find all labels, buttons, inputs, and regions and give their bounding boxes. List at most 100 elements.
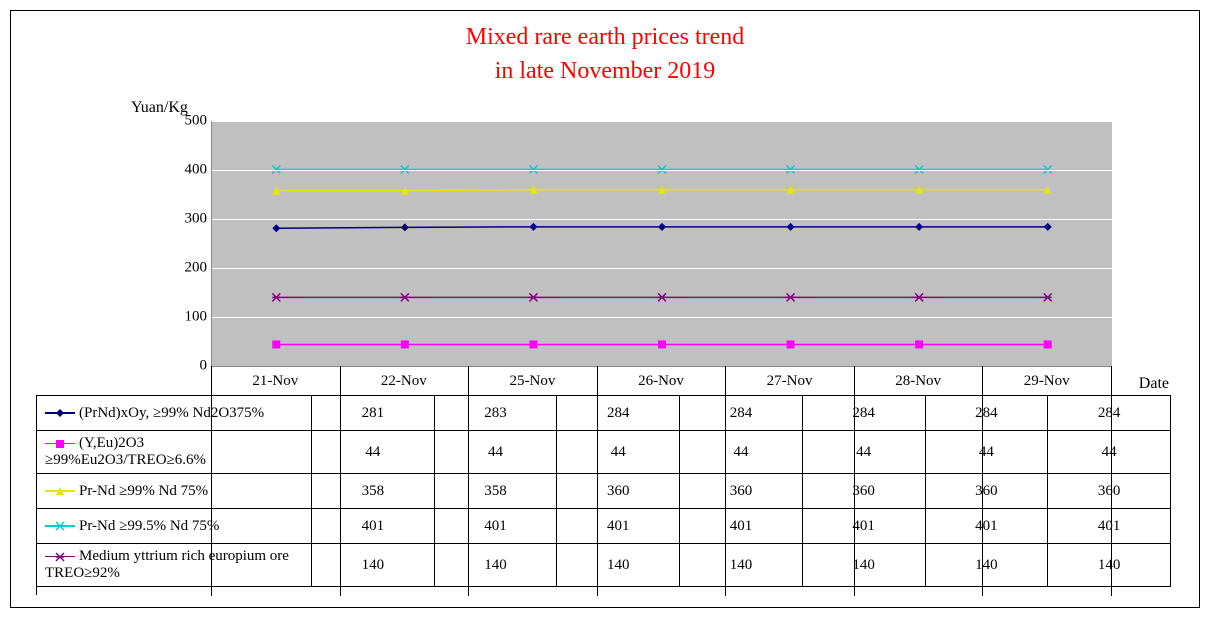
data-cell: 360 bbox=[680, 474, 803, 509]
x-tick-label: 29-Nov bbox=[1024, 373, 1070, 390]
legend-marker-icon bbox=[45, 486, 75, 496]
column-separator bbox=[340, 366, 341, 596]
series-label-cell: (PrNd)xOy, ≥99% Nd2O375% bbox=[37, 396, 312, 431]
column-separator bbox=[211, 366, 212, 596]
series-marker bbox=[915, 340, 923, 348]
y-tick-label: 300 bbox=[167, 211, 207, 228]
data-cell: 360 bbox=[1048, 474, 1171, 509]
data-cell: 140 bbox=[802, 544, 925, 587]
series-label-text: (PrNd)xOy, ≥99% Nd2O375% bbox=[79, 405, 264, 421]
data-cell: 44 bbox=[1048, 431, 1171, 474]
table-row: Pr-Nd ≥99.5% Nd 75%401401401401401401401 bbox=[37, 509, 1171, 544]
legend-marker-icon bbox=[45, 408, 75, 418]
y-tick-label: 500 bbox=[167, 113, 207, 130]
series-marker bbox=[1044, 340, 1052, 348]
table-row: (Y,Eu)2O3 ≥99%Eu2O3/TREO≥6.6%44444444444… bbox=[37, 431, 1171, 474]
data-cell: 44 bbox=[434, 431, 557, 474]
series-marker bbox=[529, 340, 537, 348]
data-cell: 284 bbox=[680, 396, 803, 431]
table-row: Pr-Nd ≥99% Nd 75%358358360360360360360 bbox=[37, 474, 1171, 509]
series-marker bbox=[915, 223, 923, 231]
gridline bbox=[212, 170, 1112, 171]
x-tick-label: 21-Nov bbox=[252, 373, 298, 390]
gridline bbox=[212, 219, 1112, 220]
series-marker bbox=[658, 293, 666, 301]
data-cell: 281 bbox=[312, 396, 435, 431]
data-cell: 140 bbox=[1048, 544, 1171, 587]
column-separator bbox=[468, 366, 469, 596]
column-separator bbox=[1111, 366, 1112, 596]
series-marker bbox=[401, 223, 409, 231]
chart-svg bbox=[212, 121, 1112, 366]
series-label-cell: Medium yttrium rich europium ore TREO≥92… bbox=[37, 544, 312, 587]
series-marker bbox=[1044, 223, 1052, 231]
gridline bbox=[212, 121, 1112, 122]
data-cell: 140 bbox=[557, 544, 680, 587]
y-tick-label: 100 bbox=[167, 309, 207, 326]
table-row: Medium yttrium rich europium ore TREO≥92… bbox=[37, 544, 1171, 587]
data-table: (PrNd)xOy, ≥99% Nd2O375%2812832842842842… bbox=[36, 395, 1171, 587]
data-cell: 401 bbox=[802, 509, 925, 544]
data-cell: 140 bbox=[434, 544, 557, 587]
y-tick-label: 200 bbox=[167, 260, 207, 277]
series-marker bbox=[915, 293, 923, 301]
series-marker bbox=[272, 340, 280, 348]
column-separator bbox=[725, 366, 726, 596]
gridline bbox=[212, 268, 1112, 269]
data-cell: 44 bbox=[557, 431, 680, 474]
series-marker bbox=[529, 223, 537, 231]
data-cell: 401 bbox=[312, 509, 435, 544]
chart-title: Mixed rare earth prices trend in late No… bbox=[11, 21, 1199, 88]
data-cell: 401 bbox=[680, 509, 803, 544]
data-cell: 360 bbox=[802, 474, 925, 509]
series-marker bbox=[658, 340, 666, 348]
data-cell: 401 bbox=[1048, 509, 1171, 544]
series-label-text: Medium yttrium rich europium ore TREO≥92… bbox=[45, 548, 289, 581]
data-cell: 401 bbox=[434, 509, 557, 544]
data-cell: 358 bbox=[434, 474, 557, 509]
chart-container: Mixed rare earth prices trend in late No… bbox=[10, 10, 1200, 608]
data-cell: 44 bbox=[925, 431, 1048, 474]
legend-marker-icon bbox=[45, 439, 75, 449]
data-cell: 140 bbox=[312, 544, 435, 587]
table-row: (PrNd)xOy, ≥99% Nd2O375%2812832842842842… bbox=[37, 396, 1171, 431]
data-cell: 401 bbox=[925, 509, 1048, 544]
series-marker bbox=[658, 223, 666, 231]
column-separator bbox=[854, 366, 855, 596]
x-tick-label: 22-Nov bbox=[381, 373, 427, 390]
series-label-text: Pr-Nd ≥99.5% Nd 75% bbox=[79, 518, 219, 534]
legend-marker-icon bbox=[45, 552, 75, 562]
plot-area bbox=[211, 121, 1112, 367]
data-cell: 44 bbox=[680, 431, 803, 474]
series-marker bbox=[401, 340, 409, 348]
x-tick-label: 28-Nov bbox=[895, 373, 941, 390]
data-cell: 44 bbox=[802, 431, 925, 474]
title-line-1: Mixed rare earth prices trend bbox=[11, 21, 1199, 55]
data-cell: 284 bbox=[802, 396, 925, 431]
x-axis-label: Date bbox=[1139, 375, 1169, 393]
data-cell: 44 bbox=[312, 431, 435, 474]
data-cell: 401 bbox=[557, 509, 680, 544]
series-label-cell: (Y,Eu)2O3 ≥99%Eu2O3/TREO≥6.6% bbox=[37, 431, 312, 474]
title-line-2: in late November 2019 bbox=[11, 55, 1199, 89]
y-tick-label: 400 bbox=[167, 162, 207, 179]
series-marker bbox=[787, 293, 795, 301]
series-marker bbox=[272, 293, 280, 301]
y-tick-label: 0 bbox=[167, 358, 207, 375]
series-label-cell: Pr-Nd ≥99.5% Nd 75% bbox=[37, 509, 312, 544]
data-cell: 140 bbox=[925, 544, 1048, 587]
x-tick-label: 25-Nov bbox=[510, 373, 556, 390]
data-cell: 283 bbox=[434, 396, 557, 431]
x-tick-label: 27-Nov bbox=[767, 373, 813, 390]
x-tick-label: 26-Nov bbox=[638, 373, 684, 390]
data-cell: 140 bbox=[680, 544, 803, 587]
legend-marker-icon bbox=[45, 521, 75, 531]
data-cell: 360 bbox=[557, 474, 680, 509]
series-marker bbox=[1044, 293, 1052, 301]
series-marker bbox=[529, 293, 537, 301]
series-marker bbox=[787, 340, 795, 348]
gridline bbox=[212, 317, 1112, 318]
column-separator bbox=[982, 366, 983, 596]
series-label-text: Pr-Nd ≥99% Nd 75% bbox=[79, 483, 208, 499]
data-cell: 360 bbox=[925, 474, 1048, 509]
